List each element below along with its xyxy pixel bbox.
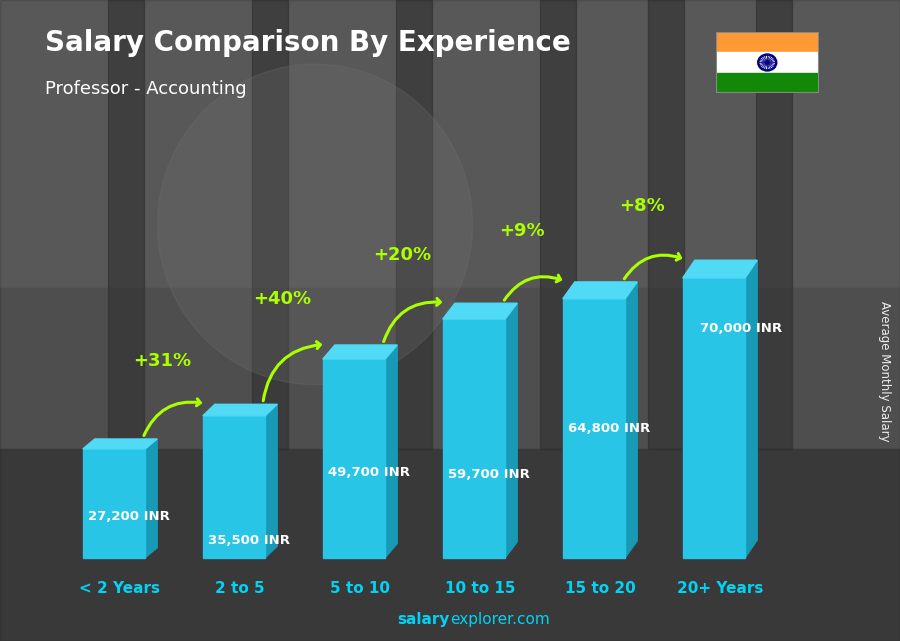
Text: +9%: +9% xyxy=(500,222,544,240)
Text: +31%: +31% xyxy=(133,353,191,370)
Bar xyxy=(716,32,819,53)
Text: 5 to 10: 5 to 10 xyxy=(330,581,390,597)
Text: 20+ Years: 20+ Years xyxy=(677,581,763,597)
Bar xyxy=(83,449,145,558)
Polygon shape xyxy=(505,303,518,558)
Bar xyxy=(0,0,900,288)
Ellipse shape xyxy=(158,64,473,385)
Text: +20%: +20% xyxy=(373,246,431,264)
Text: 27,200 INR: 27,200 INR xyxy=(87,510,169,523)
Bar xyxy=(562,299,626,558)
Text: 35,500 INR: 35,500 INR xyxy=(208,534,290,547)
Polygon shape xyxy=(443,303,518,319)
Bar xyxy=(540,0,576,449)
Text: Average Monthly Salary: Average Monthly Salary xyxy=(878,301,890,442)
Text: 70,000 INR: 70,000 INR xyxy=(699,322,782,335)
Bar xyxy=(323,359,385,558)
Bar xyxy=(683,278,745,558)
Bar xyxy=(202,416,266,558)
Text: 59,700 INR: 59,700 INR xyxy=(447,468,529,481)
Bar xyxy=(0,449,900,641)
Text: Salary Comparison By Experience: Salary Comparison By Experience xyxy=(45,29,571,57)
Bar xyxy=(756,0,792,449)
Text: Professor - Accounting: Professor - Accounting xyxy=(45,80,247,98)
Bar xyxy=(396,0,432,449)
Text: 64,800 INR: 64,800 INR xyxy=(568,422,650,435)
Polygon shape xyxy=(323,345,397,359)
Bar xyxy=(108,0,144,449)
Bar xyxy=(443,319,505,558)
Polygon shape xyxy=(83,439,158,449)
Bar xyxy=(0,288,900,449)
Text: salary: salary xyxy=(398,612,450,627)
Bar xyxy=(648,0,684,449)
Bar xyxy=(716,72,819,93)
Text: explorer.com: explorer.com xyxy=(450,612,550,627)
Polygon shape xyxy=(562,282,637,299)
Polygon shape xyxy=(626,282,637,558)
Text: 2 to 5: 2 to 5 xyxy=(215,581,265,597)
Text: 49,700 INR: 49,700 INR xyxy=(328,466,410,479)
Polygon shape xyxy=(202,404,277,416)
Polygon shape xyxy=(745,260,757,558)
Polygon shape xyxy=(145,439,158,558)
Text: 10 to 15: 10 to 15 xyxy=(445,581,515,597)
Circle shape xyxy=(766,62,769,63)
Text: < 2 Years: < 2 Years xyxy=(79,581,160,597)
Polygon shape xyxy=(266,404,277,558)
Text: +40%: +40% xyxy=(253,290,311,308)
Polygon shape xyxy=(385,345,397,558)
Polygon shape xyxy=(683,260,757,278)
Bar xyxy=(716,53,819,72)
Bar xyxy=(252,0,288,449)
Text: 15 to 20: 15 to 20 xyxy=(564,581,635,597)
Text: +8%: +8% xyxy=(619,197,665,215)
